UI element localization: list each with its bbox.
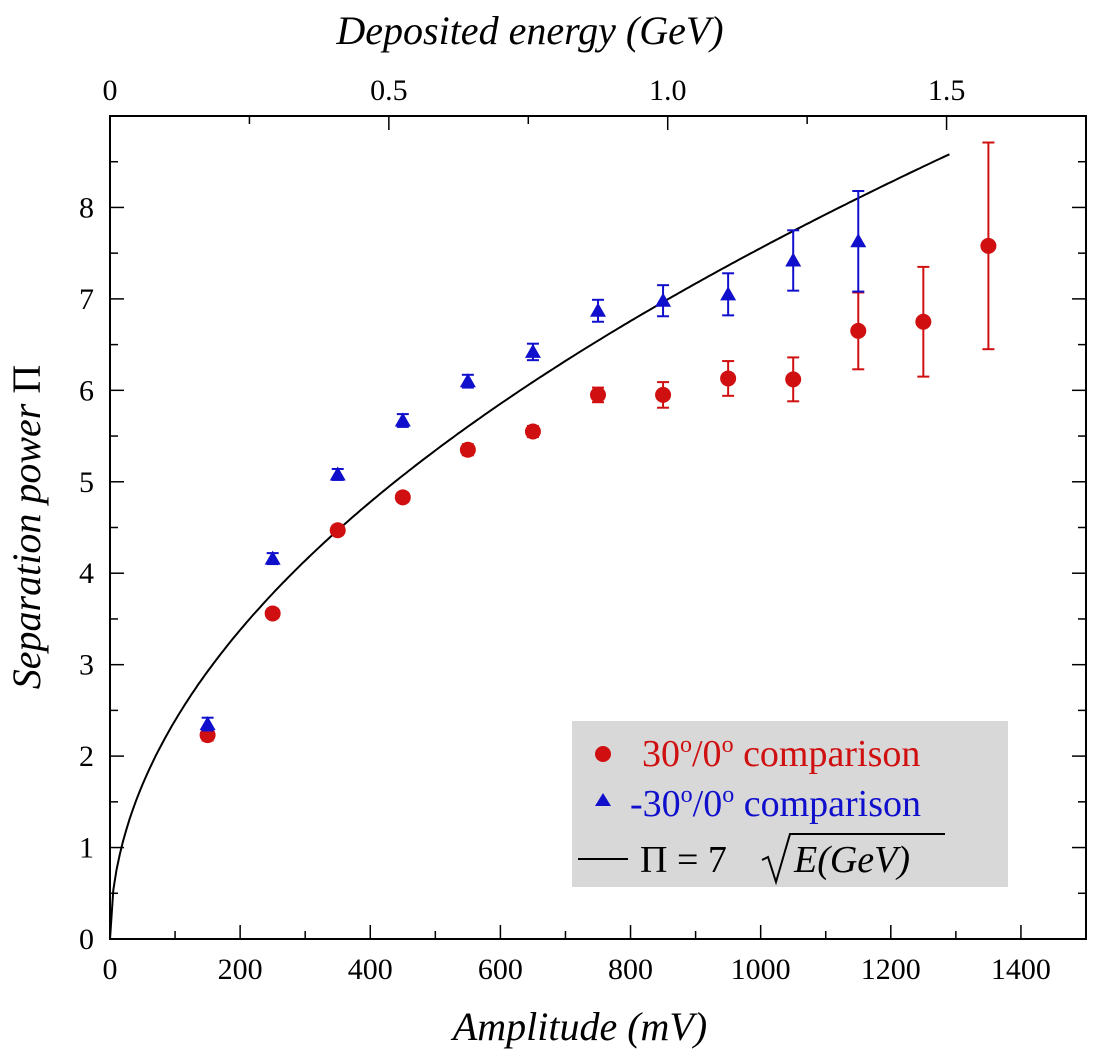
data-point-circle: [915, 313, 932, 330]
data-points-layer: [199, 141, 997, 744]
legend-entry-curve-prefix: Π = 7: [640, 839, 727, 881]
data-point-triangle: [590, 302, 606, 317]
y-axis-title: Separation power Π: [4, 365, 49, 689]
x2-tick-label: 1.0: [649, 74, 687, 107]
data-point-circle: [980, 237, 997, 254]
x2-tick-label: 1.5: [928, 74, 966, 107]
legend: 30o/0o comparison -30o/0o comparison Π =…: [572, 721, 1008, 887]
legend-marker-red-circle: [595, 746, 611, 762]
theory-curve-layer: [109, 153, 950, 940]
data-point-circle: [720, 370, 737, 387]
legend-background: [572, 721, 1008, 887]
y-tick-label: 5: [79, 466, 94, 499]
data-point-circle: [785, 371, 802, 388]
bottom-axis-title: Amplitude (mV): [450, 1004, 707, 1049]
y-tick-label: 7: [79, 283, 94, 316]
data-point-triangle: [720, 286, 737, 301]
data-point-circle: [655, 386, 672, 403]
legend-entry-red: 30o/0o comparison: [642, 732, 920, 775]
x-tick-label: 1000: [731, 953, 791, 986]
y-tick-label: 3: [79, 649, 94, 682]
y-tick-label: 4: [79, 557, 94, 590]
legend-entry-curve-radicand: E(GeV): [793, 839, 910, 881]
data-point-triangle: [394, 412, 411, 427]
top-axis-title: Deposited energy (GeV): [335, 8, 723, 53]
data-point-circle: [459, 441, 476, 458]
data-point-triangle: [524, 343, 541, 358]
data-point-triangle: [264, 550, 281, 565]
x2-tick-label: 0.5: [370, 74, 408, 107]
data-point-circle: [850, 322, 867, 339]
y-tick-label: 0: [79, 923, 94, 956]
data-point-circle: [590, 386, 606, 403]
y-axis-title-text: Separation power: [4, 394, 49, 690]
axes: 0 200 400 600 800 1000 1200 1400 0 0.5 1.0 1.5 0 1 2 3 4…: [79, 74, 1087, 986]
series-red-circles: [199, 141, 997, 744]
legend-sqrt-sign: [761, 833, 945, 886]
y-tick-label: 1: [79, 832, 94, 865]
x-tick-label: 600: [478, 953, 523, 986]
data-point-triangle: [459, 373, 476, 388]
x-tick-label: 0: [103, 953, 118, 986]
data-point-triangle: [199, 716, 216, 731]
data-point-triangle: [850, 233, 867, 248]
series-blue-triangles: [199, 189, 867, 732]
y-tick-label: 2: [79, 740, 94, 773]
data-point-triangle: [785, 252, 802, 267]
data-point-triangle: [329, 466, 346, 481]
legend-marker-blue-triangle: [595, 793, 611, 806]
legend-entry-blue: -30o/0o comparison: [630, 782, 921, 825]
data-point-circle: [524, 423, 541, 440]
data-point-triangle: [655, 292, 672, 307]
x-tick-label: 800: [608, 953, 653, 986]
y-axis-title-symbol: Π: [4, 365, 49, 394]
theory-curve: [109, 153, 950, 940]
data-point-circle: [264, 605, 281, 622]
x2-tick-label: 0: [103, 74, 118, 107]
y-tick-label: 6: [79, 374, 94, 407]
x-tick-label: 1200: [861, 953, 921, 986]
x-tick-label: 200: [218, 953, 263, 986]
x-tick-label: 400: [348, 953, 393, 986]
data-point-circle: [329, 522, 346, 539]
data-point-circle: [394, 489, 411, 506]
x-tick-label: 1400: [991, 953, 1051, 986]
y-tick-label: 8: [79, 191, 94, 224]
